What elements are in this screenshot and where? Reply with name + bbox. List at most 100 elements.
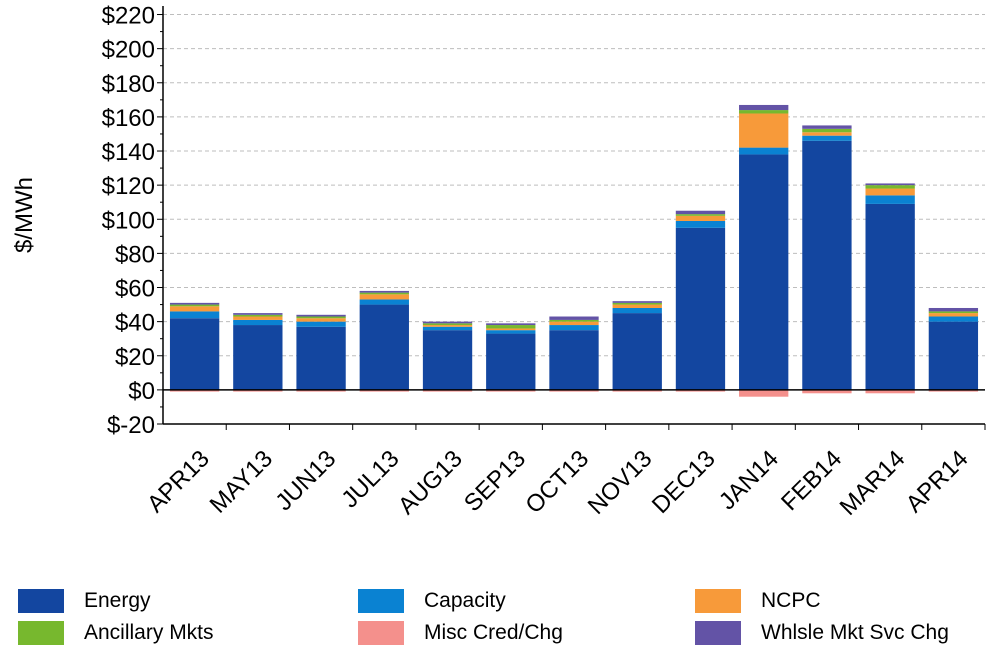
bar-segment: [486, 389, 536, 392]
bar-segment: [549, 325, 599, 331]
bar-segment: [802, 132, 852, 136]
bar-segment: [612, 307, 662, 314]
bar-segment: [612, 301, 662, 303]
legend-label-energy: Energy: [84, 589, 151, 612]
bar-segment: [739, 104, 789, 111]
bar-segment: [169, 304, 220, 307]
legend-item-misc-cred-chg: Misc Cred/Chg: [358, 618, 563, 648]
bar-segment: [422, 389, 473, 392]
chart-plot: $-20 $0 $20 $40 $60 $80 $100 $120 $140 $160 $180 $2…: [11, 3, 986, 521]
legend-label-misc-cred-chg: Misc Cred/Chg: [424, 621, 563, 644]
y-tick-label: $200: [102, 37, 155, 64]
bar-segment: [359, 290, 409, 293]
bar-segment: [739, 389, 789, 397]
bar-segment: [739, 113, 789, 148]
bar-segment: [422, 330, 473, 390]
bar-segment: [675, 227, 726, 390]
x-tick-label: DEC13: [647, 445, 721, 519]
legend-label-whlsle-mkt-svc-chg: Whlsle Mkt Svc Chg: [761, 621, 949, 644]
bar-segment: [486, 328, 536, 331]
bar-segment: [422, 326, 473, 331]
bar-segment: [169, 306, 220, 312]
bar-segment: [928, 321, 979, 390]
bar-segment: [612, 313, 662, 390]
x-tick-label: MAR14: [835, 445, 911, 521]
bar-segment: [296, 326, 346, 390]
y-tick-label: $160: [102, 105, 155, 132]
bar-segment: [422, 321, 473, 324]
bar-segment: [739, 154, 789, 390]
bar-segment: [422, 325, 473, 327]
x-tick-label: APR13: [142, 445, 215, 518]
bar-segment: [233, 313, 283, 315]
y-tick-label: $140: [102, 139, 155, 166]
bar-segment: [802, 125, 852, 129]
bar-segment: [233, 325, 283, 390]
bar-segment: [675, 389, 726, 392]
bar-segment: [612, 389, 662, 392]
legend-swatch-misc-cred-chg: [358, 621, 404, 645]
bar-segment: [486, 325, 536, 329]
chart-legend: Energy Capacity NCPC Ancillary Mkts Misc…: [18, 586, 989, 652]
legend-label-ncpc: NCPC: [761, 589, 821, 612]
bar-segment: [802, 128, 852, 133]
legend-item-whlsle-mkt-svc-chg: Whlsle Mkt Svc Chg: [695, 618, 949, 648]
bar-segment: [359, 389, 409, 392]
bar-segment: [675, 210, 726, 215]
bar-segment: [233, 319, 283, 326]
bar-segment: [865, 389, 915, 394]
bar-segment: [802, 135, 852, 141]
bar-segment: [739, 147, 789, 155]
bar-segment: [612, 304, 662, 308]
bar-segment: [233, 314, 283, 317]
x-tick-label: APR14: [901, 445, 974, 518]
legend-swatch-ancillary-mkts: [18, 621, 64, 645]
bar-segment: [928, 316, 979, 322]
bar-segment: [928, 313, 979, 317]
bar-segment: [928, 389, 979, 392]
bar-segment: [296, 321, 346, 327]
bar-segment: [549, 319, 599, 322]
y-tick-label: $20: [115, 344, 155, 371]
bar-segment: [359, 304, 409, 390]
bar-segment: [169, 318, 220, 390]
x-tick-label: MAY13: [205, 445, 278, 518]
bar-segment: [928, 311, 979, 314]
bar-segment: [359, 299, 409, 305]
legend-label-capacity: Capacity: [424, 589, 506, 612]
legend-swatch-capacity: [358, 589, 404, 613]
bar-segment: [486, 333, 536, 390]
bar-segment: [739, 110, 789, 114]
bar-segment: [549, 321, 599, 326]
legend-item-energy: Energy: [18, 586, 151, 616]
bar-segment: [169, 302, 220, 305]
legend-item-ncpc: NCPC: [695, 586, 821, 616]
legend-label-ancillary-mkts: Ancillary Mkts: [84, 621, 214, 644]
bar-segment: [865, 183, 915, 186]
y-tick-label: $100: [102, 207, 155, 234]
bar-segment: [233, 389, 283, 392]
bar-segment: [612, 302, 662, 305]
bar-segment: [296, 389, 346, 392]
bar-segment: [675, 215, 726, 221]
bar-segment: [233, 316, 283, 320]
bar-segment: [296, 318, 346, 322]
bar-segment: [296, 316, 346, 319]
x-tick-label: SEP13: [459, 445, 531, 517]
bar-segment: [422, 323, 473, 326]
y-tick-label: $220: [102, 3, 155, 30]
bar-segment: [169, 389, 220, 392]
bar-segment: [359, 294, 409, 300]
bar-segment: [928, 307, 979, 312]
x-tick-label: FEB14: [776, 445, 847, 516]
bar-segment: [802, 389, 852, 394]
legend-swatch-whlsle-mkt-svc-chg: [695, 621, 741, 645]
x-tick-label: AUG13: [393, 445, 468, 520]
bar-segment: [549, 389, 599, 392]
x-tick-label: NOV13: [583, 445, 658, 520]
legend-item-ancillary-mkts: Ancillary Mkts: [18, 618, 214, 648]
y-tick-label: $180: [102, 71, 155, 98]
bar-segment: [675, 220, 726, 228]
y-tick-label: $-20: [107, 412, 155, 439]
